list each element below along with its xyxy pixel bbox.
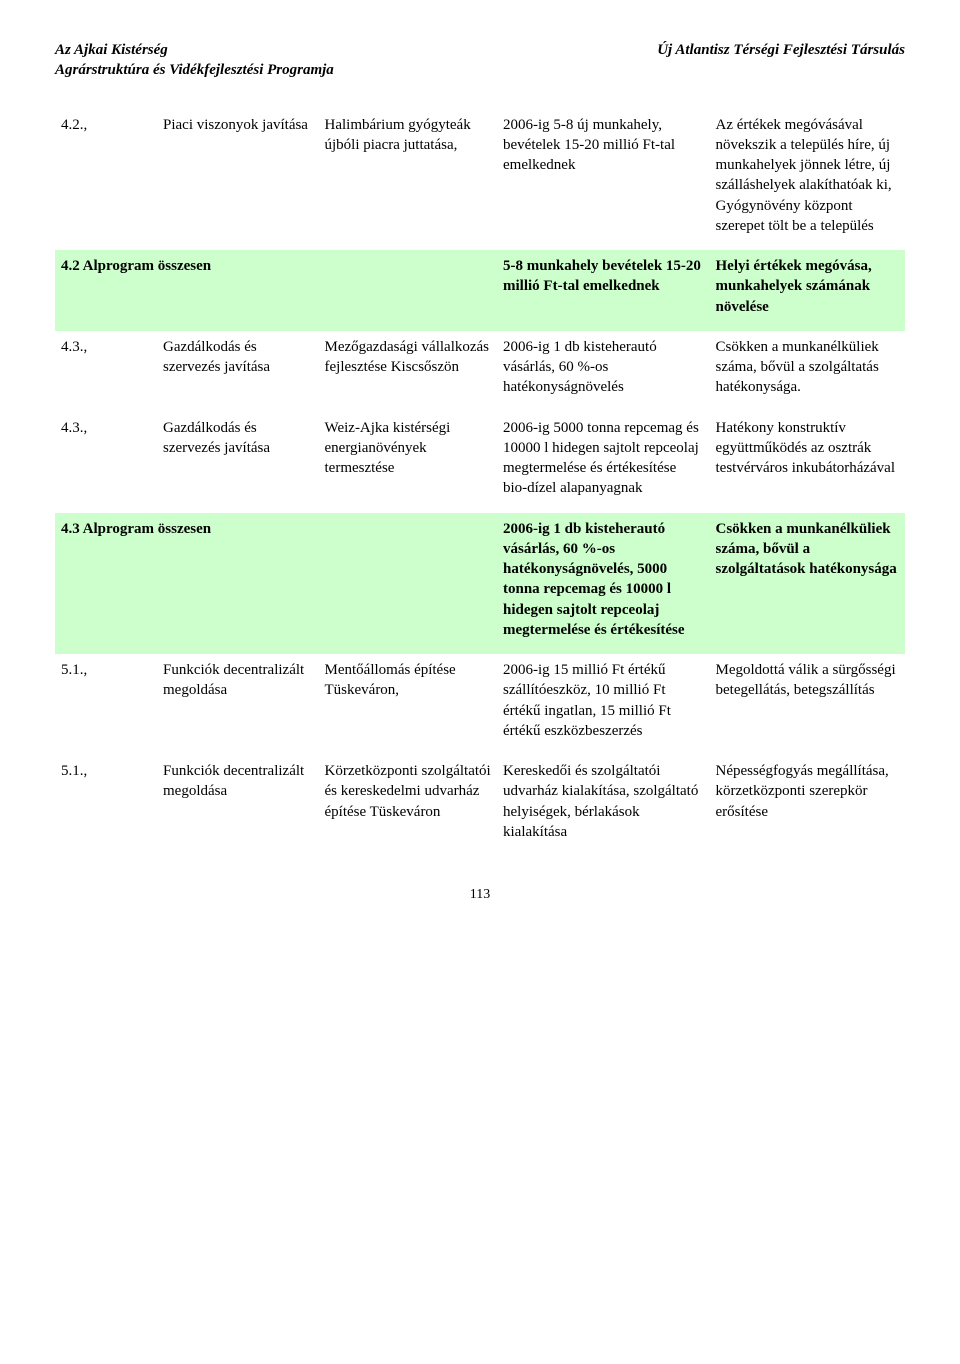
row-effect: Az értékek megóvásával növekszik a telep…: [710, 109, 906, 251]
table-row: 5.1.,Funkciók decentralizált megoldásaKö…: [55, 755, 905, 856]
table-row: 4.3.,Gazdálkodás és szervezés javításaWe…: [55, 412, 905, 513]
summary-effect: Csökken a munkanélküliek száma, bővül a …: [710, 513, 906, 655]
row-number: 5.1.,: [55, 654, 157, 755]
row-effect: Csökken a munkanélküliek száma, bővül a …: [710, 331, 906, 412]
summary-result: 5-8 munkahely bevételek 15-20 millió Ft-…: [497, 250, 710, 331]
table-row: 5.1.,Funkciók decentralizált megoldásaMe…: [55, 654, 905, 755]
summary-result: 2006-ig 1 db kisteherautó vásárlás, 60 %…: [497, 513, 710, 655]
row-output: 2006-ig 1 db kisteherautó vásárlás, 60 %…: [497, 331, 710, 412]
row-action: Mezőgazdasági vállalkozás fejlesztése Ki…: [319, 331, 498, 412]
header-left: Az Ajkai KistérségAgrárstruktúra és Vidé…: [55, 40, 334, 81]
row-topic: Piaci viszonyok javítása: [157, 109, 319, 251]
program-table: 4.2.,Piaci viszonyok javításaHalimbárium…: [55, 109, 905, 857]
summary-label: 4.2 Alprogram összesen: [55, 250, 497, 331]
row-number: 5.1.,: [55, 755, 157, 856]
row-output: 2006-ig 5-8 új munkahely, bevételek 15-2…: [497, 109, 710, 251]
row-topic: Gazdálkodás és szervezés javítása: [157, 412, 319, 513]
row-topic: Funkciók decentralizált megoldása: [157, 755, 319, 856]
row-number: 4.2.,: [55, 109, 157, 251]
row-output: 2006-ig 15 millió Ft értékű szállítóeszk…: [497, 654, 710, 755]
summary-row: 4.2 Alprogram összesen5-8 munkahely bevé…: [55, 250, 905, 331]
summary-label: 4.3 Alprogram összesen: [55, 513, 497, 655]
summary-row: 4.3 Alprogram összesen2006-ig 1 db kiste…: [55, 513, 905, 655]
page-number: 113: [55, 886, 905, 905]
row-topic: Funkciók decentralizált megoldása: [157, 654, 319, 755]
table-row: 4.3.,Gazdálkodás és szervezés javításaMe…: [55, 331, 905, 412]
row-effect: Hatékony konstruktív együttműködés az os…: [710, 412, 906, 513]
summary-effect: Helyi értékek megóvása, munkahelyek szám…: [710, 250, 906, 331]
page-header: Az Ajkai KistérségAgrárstruktúra és Vidé…: [55, 40, 905, 81]
row-action: Halimbárium gyógyteák újbóli piacra jutt…: [319, 109, 498, 251]
row-effect: Népességfogyás megállítása, körzetközpon…: [710, 755, 906, 856]
table-row: 4.2.,Piaci viszonyok javításaHalimbárium…: [55, 109, 905, 251]
row-output: 2006-ig 5000 tonna repcemag és 10000 l h…: [497, 412, 710, 513]
row-action: Weiz-Ajka kistérségi energianövények ter…: [319, 412, 498, 513]
row-topic: Gazdálkodás és szervezés javítása: [157, 331, 319, 412]
row-number: 4.3.,: [55, 412, 157, 513]
header-right: Új Atlantisz Térségi Fejlesztési Társulá…: [657, 40, 905, 81]
row-action: Körzetközponti szolgáltatói és kereskede…: [319, 755, 498, 856]
row-action: Mentőállomás építése Tüskeváron,: [319, 654, 498, 755]
row-number: 4.3.,: [55, 331, 157, 412]
row-output: Kereskedői és szolgáltatói udvarház kial…: [497, 755, 710, 856]
row-effect: Megoldottá válik a sürgősségi betegellát…: [710, 654, 906, 755]
